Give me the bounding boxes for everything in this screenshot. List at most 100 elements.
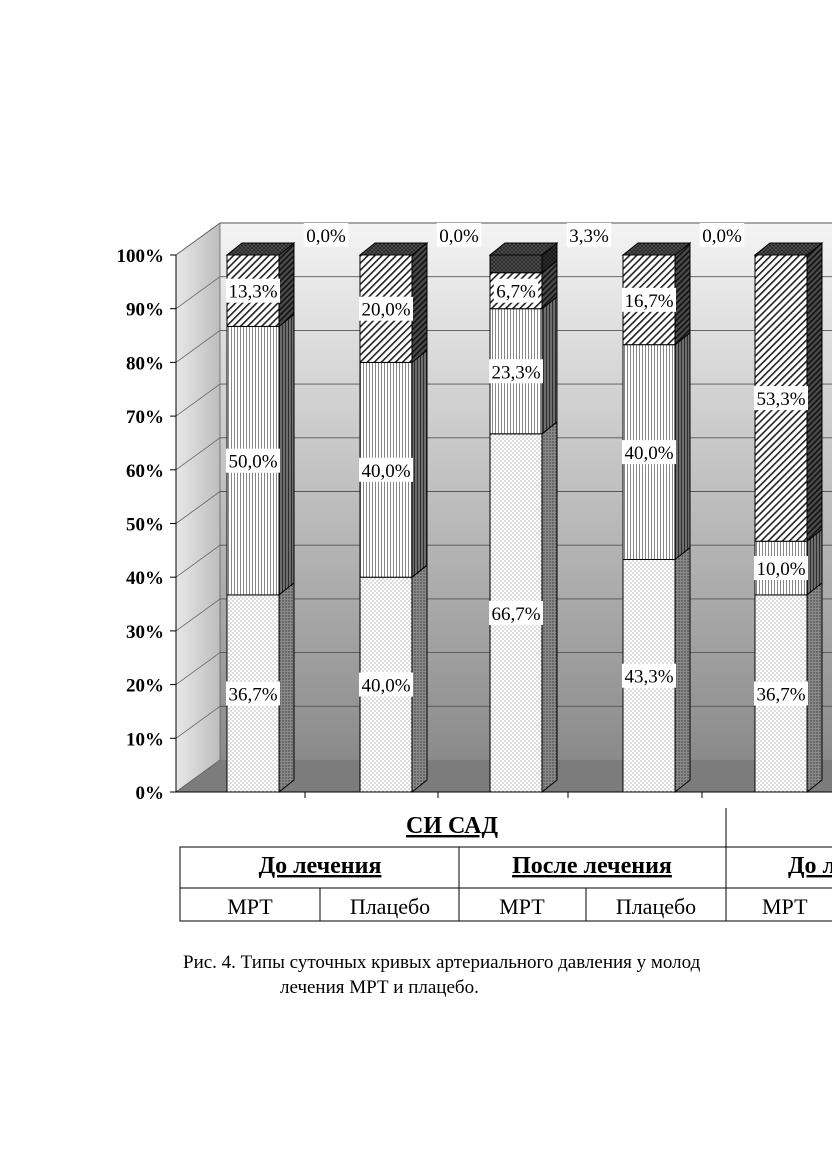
data-label: 50,0% xyxy=(226,448,280,473)
data-label-text: 23,3% xyxy=(491,362,540,383)
bar-top xyxy=(621,242,692,256)
data-label: 0,0% xyxy=(303,223,349,247)
figure-caption: Рис. 4. Типы суточных кривых артериально… xyxy=(183,950,832,1000)
period-label: До лечения xyxy=(259,853,382,879)
gridline xyxy=(175,222,221,256)
data-label: 36,7% xyxy=(754,681,808,706)
data-label-background xyxy=(566,223,612,247)
gridline xyxy=(175,598,221,632)
data-label-background xyxy=(622,440,676,465)
bar-segment-side xyxy=(411,241,428,364)
data-label-text: 43,3% xyxy=(624,667,673,688)
period-label: После лечения xyxy=(512,853,672,879)
bar-top xyxy=(358,242,429,256)
data-label: 66,7% xyxy=(489,600,543,625)
data-label-text: 36,7% xyxy=(228,684,277,705)
data-label-background xyxy=(303,223,349,247)
data-label: 20,0% xyxy=(359,296,413,321)
bar-top xyxy=(488,242,559,256)
data-label-text: 0,0% xyxy=(306,226,346,247)
y-tick-label: 50% xyxy=(126,515,164,536)
data-label-background xyxy=(359,672,413,697)
data-label-background xyxy=(226,448,280,473)
gridline xyxy=(175,705,221,739)
data-label-text: 40,0% xyxy=(361,676,410,697)
caption-line-1: Рис. 4. Типы суточных кривых артериально… xyxy=(183,952,701,973)
caption-line-2: лечения МРТ и плацебо. xyxy=(280,977,479,998)
y-tick-label: 40% xyxy=(126,568,164,589)
bar-segment-side xyxy=(806,241,823,543)
gridline xyxy=(175,652,221,685)
y-tick-label: 80% xyxy=(126,353,164,374)
y-tick-label: 90% xyxy=(126,300,164,321)
group-title: СИ САД xyxy=(406,813,498,839)
data-label-text: 36,7% xyxy=(756,684,805,705)
gridline xyxy=(175,491,221,524)
data-label: 40,0% xyxy=(359,672,413,697)
data-label-text: 13,3% xyxy=(228,282,277,303)
data-label: 10,0% xyxy=(754,556,808,581)
y-tick-label: 30% xyxy=(126,622,164,643)
data-label-background xyxy=(754,681,808,706)
data-label-background xyxy=(493,278,539,303)
data-label-background xyxy=(489,359,543,384)
bar-segment-side xyxy=(411,564,428,794)
data-label-background xyxy=(226,278,280,303)
data-labels: 36,7% 50,0% 13,3% 0,0% 40,0% 40,0% 20,0% 0,0% 66… xyxy=(226,223,808,706)
data-label-text: 40,0% xyxy=(361,461,410,482)
data-label-background xyxy=(436,223,482,247)
y-tick-label: 0% xyxy=(136,783,165,804)
data-label: 40,0% xyxy=(622,440,676,465)
data-label: 13,3% xyxy=(226,278,280,303)
data-label-background xyxy=(226,681,280,706)
data-label-background xyxy=(622,287,676,312)
y-tick-label: 20% xyxy=(126,676,164,697)
data-label-text: 53,3% xyxy=(756,389,805,410)
gridline xyxy=(175,759,221,793)
bar-segment-side xyxy=(674,241,691,346)
data-label-text: 0,0% xyxy=(439,226,479,247)
data-label-text: 16,7% xyxy=(624,291,673,312)
bar-segment-side xyxy=(278,241,295,328)
data-label: 16,7% xyxy=(622,287,676,312)
data-label-text: 50,0% xyxy=(228,452,277,473)
data-label-text: 0,0% xyxy=(702,226,742,247)
data-label-background xyxy=(754,386,808,411)
bar-segment-side xyxy=(278,313,295,596)
gridline xyxy=(175,330,221,363)
group-label: МРТ xyxy=(227,894,273,919)
group-label: Плацебо xyxy=(616,894,696,919)
data-label-background xyxy=(489,600,543,625)
bar-segment-side xyxy=(541,295,558,435)
data-label: 0,0% xyxy=(699,223,745,247)
bar-segment-side xyxy=(541,420,558,794)
data-label-background xyxy=(754,556,808,581)
group-label: МРТ xyxy=(499,894,545,919)
y-tick-label: 100% xyxy=(117,246,165,267)
gridline xyxy=(175,544,221,578)
y-tick-label: 60% xyxy=(126,461,164,482)
data-label: 53,3% xyxy=(754,386,808,411)
data-label: 40,0% xyxy=(359,457,413,482)
gridline xyxy=(175,437,221,471)
data-label: 23,3% xyxy=(489,359,543,384)
data-label-text: 40,0% xyxy=(624,443,673,464)
data-label-text: 66,7% xyxy=(491,604,540,625)
y-axis: 0% 10% 20% 30% 40% 50% 60% 70% 80% 90% 100% xyxy=(117,246,832,804)
data-label-background xyxy=(699,223,745,247)
data-label: 36,7% xyxy=(226,681,280,706)
bar-top xyxy=(753,242,824,256)
bar-segment-side xyxy=(411,349,428,579)
data-label: 43,3% xyxy=(622,663,676,688)
data-label-text: 20,0% xyxy=(361,300,410,321)
bar-segment-side xyxy=(674,331,691,561)
y-tick-label: 10% xyxy=(126,729,164,750)
data-label: 6,7% xyxy=(493,278,539,303)
bar-segment-side xyxy=(674,546,691,794)
data-label-background xyxy=(359,457,413,482)
data-label-text: 3,3% xyxy=(569,226,609,247)
gridline xyxy=(175,276,221,310)
period-label: До л xyxy=(788,853,832,879)
table-frame xyxy=(179,846,832,922)
